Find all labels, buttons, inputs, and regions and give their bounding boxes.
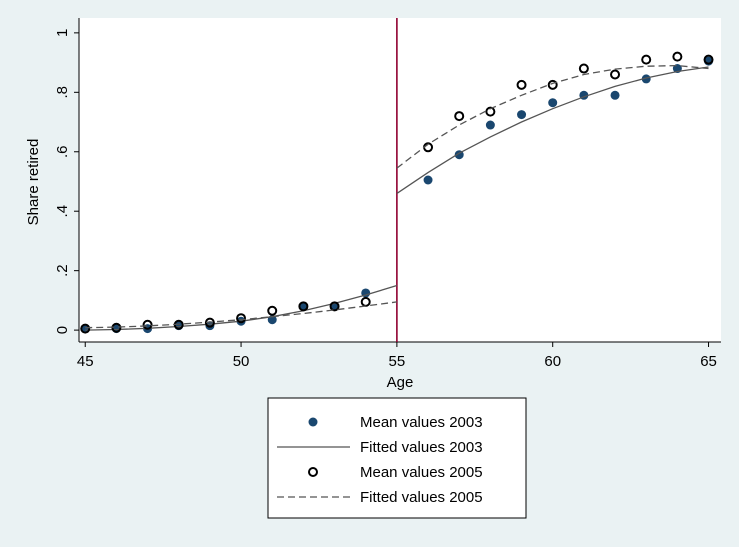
fitted-line [85, 66, 709, 331]
y-tick-label: .2 [54, 264, 71, 277]
legend-symbol [308, 467, 318, 477]
marker [80, 323, 91, 334]
y-tick-label: .8 [54, 86, 71, 99]
y-tick-label: .4 [54, 205, 71, 218]
marker [298, 301, 309, 312]
marker [485, 120, 495, 130]
marker [142, 319, 153, 330]
x-tick-label: 60 [544, 353, 561, 370]
marker [423, 175, 433, 185]
y-tick-label: 1 [54, 29, 71, 37]
marker [329, 301, 340, 312]
x-axis-title: Age [387, 374, 414, 391]
marker [703, 54, 714, 65]
legend-symbol [308, 417, 318, 427]
x-tick-label: 45 [77, 353, 94, 370]
marker [610, 69, 621, 80]
y-axis-title: Share retired [25, 139, 42, 226]
marker [641, 54, 652, 65]
y-tick-label: .6 [54, 146, 71, 159]
marker [548, 98, 558, 108]
marker [267, 305, 278, 316]
marker [641, 74, 651, 84]
marker [547, 79, 558, 90]
marker [516, 79, 527, 90]
marker [204, 317, 215, 328]
legend-label: Fitted values 2005 [360, 489, 483, 506]
marker [672, 51, 683, 62]
marker [454, 111, 465, 122]
x-tick-label: 55 [389, 353, 406, 370]
legend-label: Mean values 2003 [360, 414, 483, 431]
marker [236, 313, 247, 324]
marker [485, 106, 496, 117]
legend-label: Fitted values 2003 [360, 439, 483, 456]
marker [517, 110, 527, 120]
fitted-line [85, 64, 709, 329]
plot-area [79, 18, 721, 342]
marker [578, 63, 589, 74]
x-tick-label: 65 [700, 353, 717, 370]
marker [610, 90, 620, 100]
legend-label: Mean values 2005 [360, 464, 483, 481]
x-tick-label: 50 [233, 353, 250, 370]
y-tick-label: 0 [54, 326, 71, 334]
